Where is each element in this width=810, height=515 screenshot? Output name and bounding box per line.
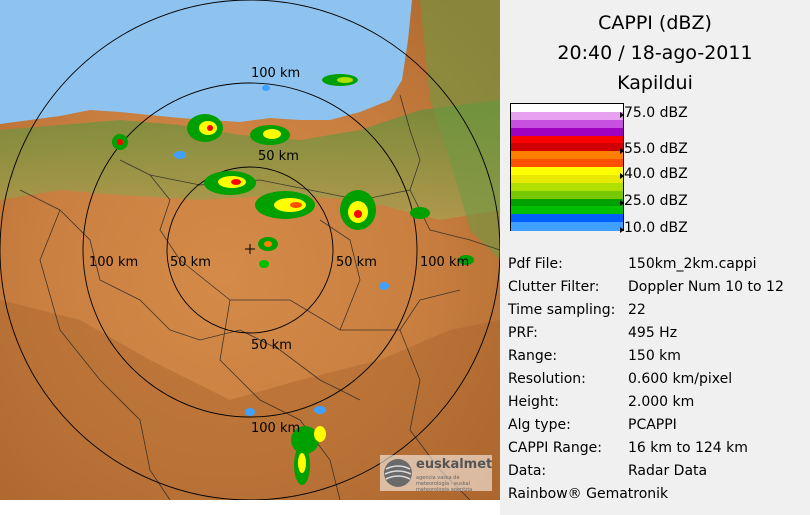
meta-key: Range:	[508, 348, 558, 364]
echo	[174, 151, 186, 159]
range-label-west-100: 100 km	[89, 255, 138, 270]
coastal-green	[0, 100, 500, 220]
euskalmet-logo: euskalmet agencia vasca de meteorología …	[380, 455, 493, 493]
meta-value: 0.600 km/pixel	[628, 371, 733, 387]
scale-band	[511, 104, 623, 113]
euskalmet-logo-subtext: agencia vasca de meteorología · euskal m…	[416, 475, 473, 493]
echo	[354, 210, 362, 218]
echo	[263, 129, 281, 139]
scale-label-40: 40.0 dBZ	[620, 166, 688, 182]
euskalmet-logo-text: euskalmet	[416, 457, 493, 472]
meta-key: Height:	[508, 394, 559, 410]
station-title: Kapildui	[617, 72, 693, 94]
meta-value: 16 km to 124 km	[628, 440, 748, 456]
info-panel: CAPPI (dBZ) 20:40 / 18-ago-2011 Kapildui…	[500, 0, 810, 515]
product-title: CAPPI (dBZ)	[598, 12, 712, 34]
meta-key: Time sampling:	[508, 302, 616, 318]
radar-map-svg: 100 km 50 km 100 km 50 km 50 km 100 km 5…	[0, 0, 501, 501]
range-ring-100km	[82, 82, 418, 418]
color-scale	[510, 103, 624, 231]
pyrenees-green	[420, 0, 500, 260]
meta-key: Data:	[508, 463, 547, 479]
range-label-north-50: 50 km	[258, 149, 299, 164]
precipitation-echoes	[112, 74, 474, 485]
scale-label-25: 25.0 dBZ	[620, 193, 688, 209]
datetime-title: 20:40 / 18-ago-2011	[557, 42, 753, 64]
meta-value: 495 Hz	[628, 325, 678, 341]
meta-key: Pdf File:	[508, 256, 563, 272]
scale-band	[511, 111, 623, 121]
echo	[245, 408, 255, 416]
meta-key: Clutter Filter:	[508, 279, 600, 295]
scale-band	[511, 190, 623, 199]
meta-value: Radar Data	[628, 463, 708, 479]
echo	[264, 241, 272, 247]
range-label-west-50: 50 km	[170, 255, 211, 270]
scale-band	[511, 127, 623, 136]
echo	[410, 207, 430, 219]
meta-value: 150km_2km.cappi	[628, 256, 757, 272]
meta-value: Doppler Num 10 to 12	[628, 279, 784, 295]
meta-value: 2.000 km	[628, 394, 695, 410]
scale-band	[511, 151, 623, 160]
meta-value: PCAPPI	[628, 417, 677, 433]
echo	[262, 85, 270, 91]
scale-label-10: 10.0 dBZ	[620, 220, 688, 236]
scale-band	[511, 174, 623, 184]
echo	[379, 282, 389, 290]
echo	[259, 260, 269, 268]
scale-band	[511, 167, 623, 176]
scale-band	[511, 119, 623, 129]
echo	[337, 77, 353, 83]
range-label-east-50: 50 km	[336, 255, 377, 270]
radar-map: 100 km 50 km 100 km 50 km 50 km 100 km 5…	[0, 0, 501, 501]
scale-band	[511, 182, 623, 192]
range-label-north-100: 100 km	[251, 66, 300, 81]
echo	[314, 426, 326, 442]
meta-key: CAPPI Range:	[508, 440, 602, 456]
echo	[231, 179, 241, 185]
echo	[207, 125, 213, 131]
euskalmet-globe-icon	[384, 459, 412, 487]
scale-band	[511, 214, 623, 223]
range-label-south-100: 100 km	[251, 421, 300, 436]
meta-value: 150 km	[628, 348, 681, 364]
echo	[117, 139, 123, 145]
meta-value: 22	[628, 302, 646, 318]
southern-relief	[0, 300, 500, 500]
scale-band	[511, 143, 623, 152]
sea-area	[0, 0, 412, 124]
meta-key: Resolution:	[508, 371, 586, 387]
scale-band	[511, 159, 623, 168]
scale-band	[511, 206, 623, 215]
radar-site-marker	[245, 244, 255, 254]
scale-band	[511, 198, 623, 207]
echo	[291, 426, 319, 454]
echo	[458, 255, 474, 265]
echo	[290, 202, 302, 208]
range-label-south-50: 50 km	[251, 338, 292, 353]
scale-band	[511, 222, 623, 231]
scale-band	[511, 135, 623, 144]
range-ring-50km	[166, 166, 334, 334]
meta-key: PRF:	[508, 325, 538, 341]
footer-credit: Rainbow® Gematronik	[508, 486, 669, 502]
echo	[314, 406, 326, 414]
meta-key: Alg type:	[508, 417, 571, 433]
range-label-east-100: 100 km	[420, 255, 469, 270]
echo	[298, 453, 306, 473]
scale-label-55: 55.0 dBZ	[620, 141, 688, 157]
scale-label-75: 75.0 dBZ	[620, 105, 688, 121]
